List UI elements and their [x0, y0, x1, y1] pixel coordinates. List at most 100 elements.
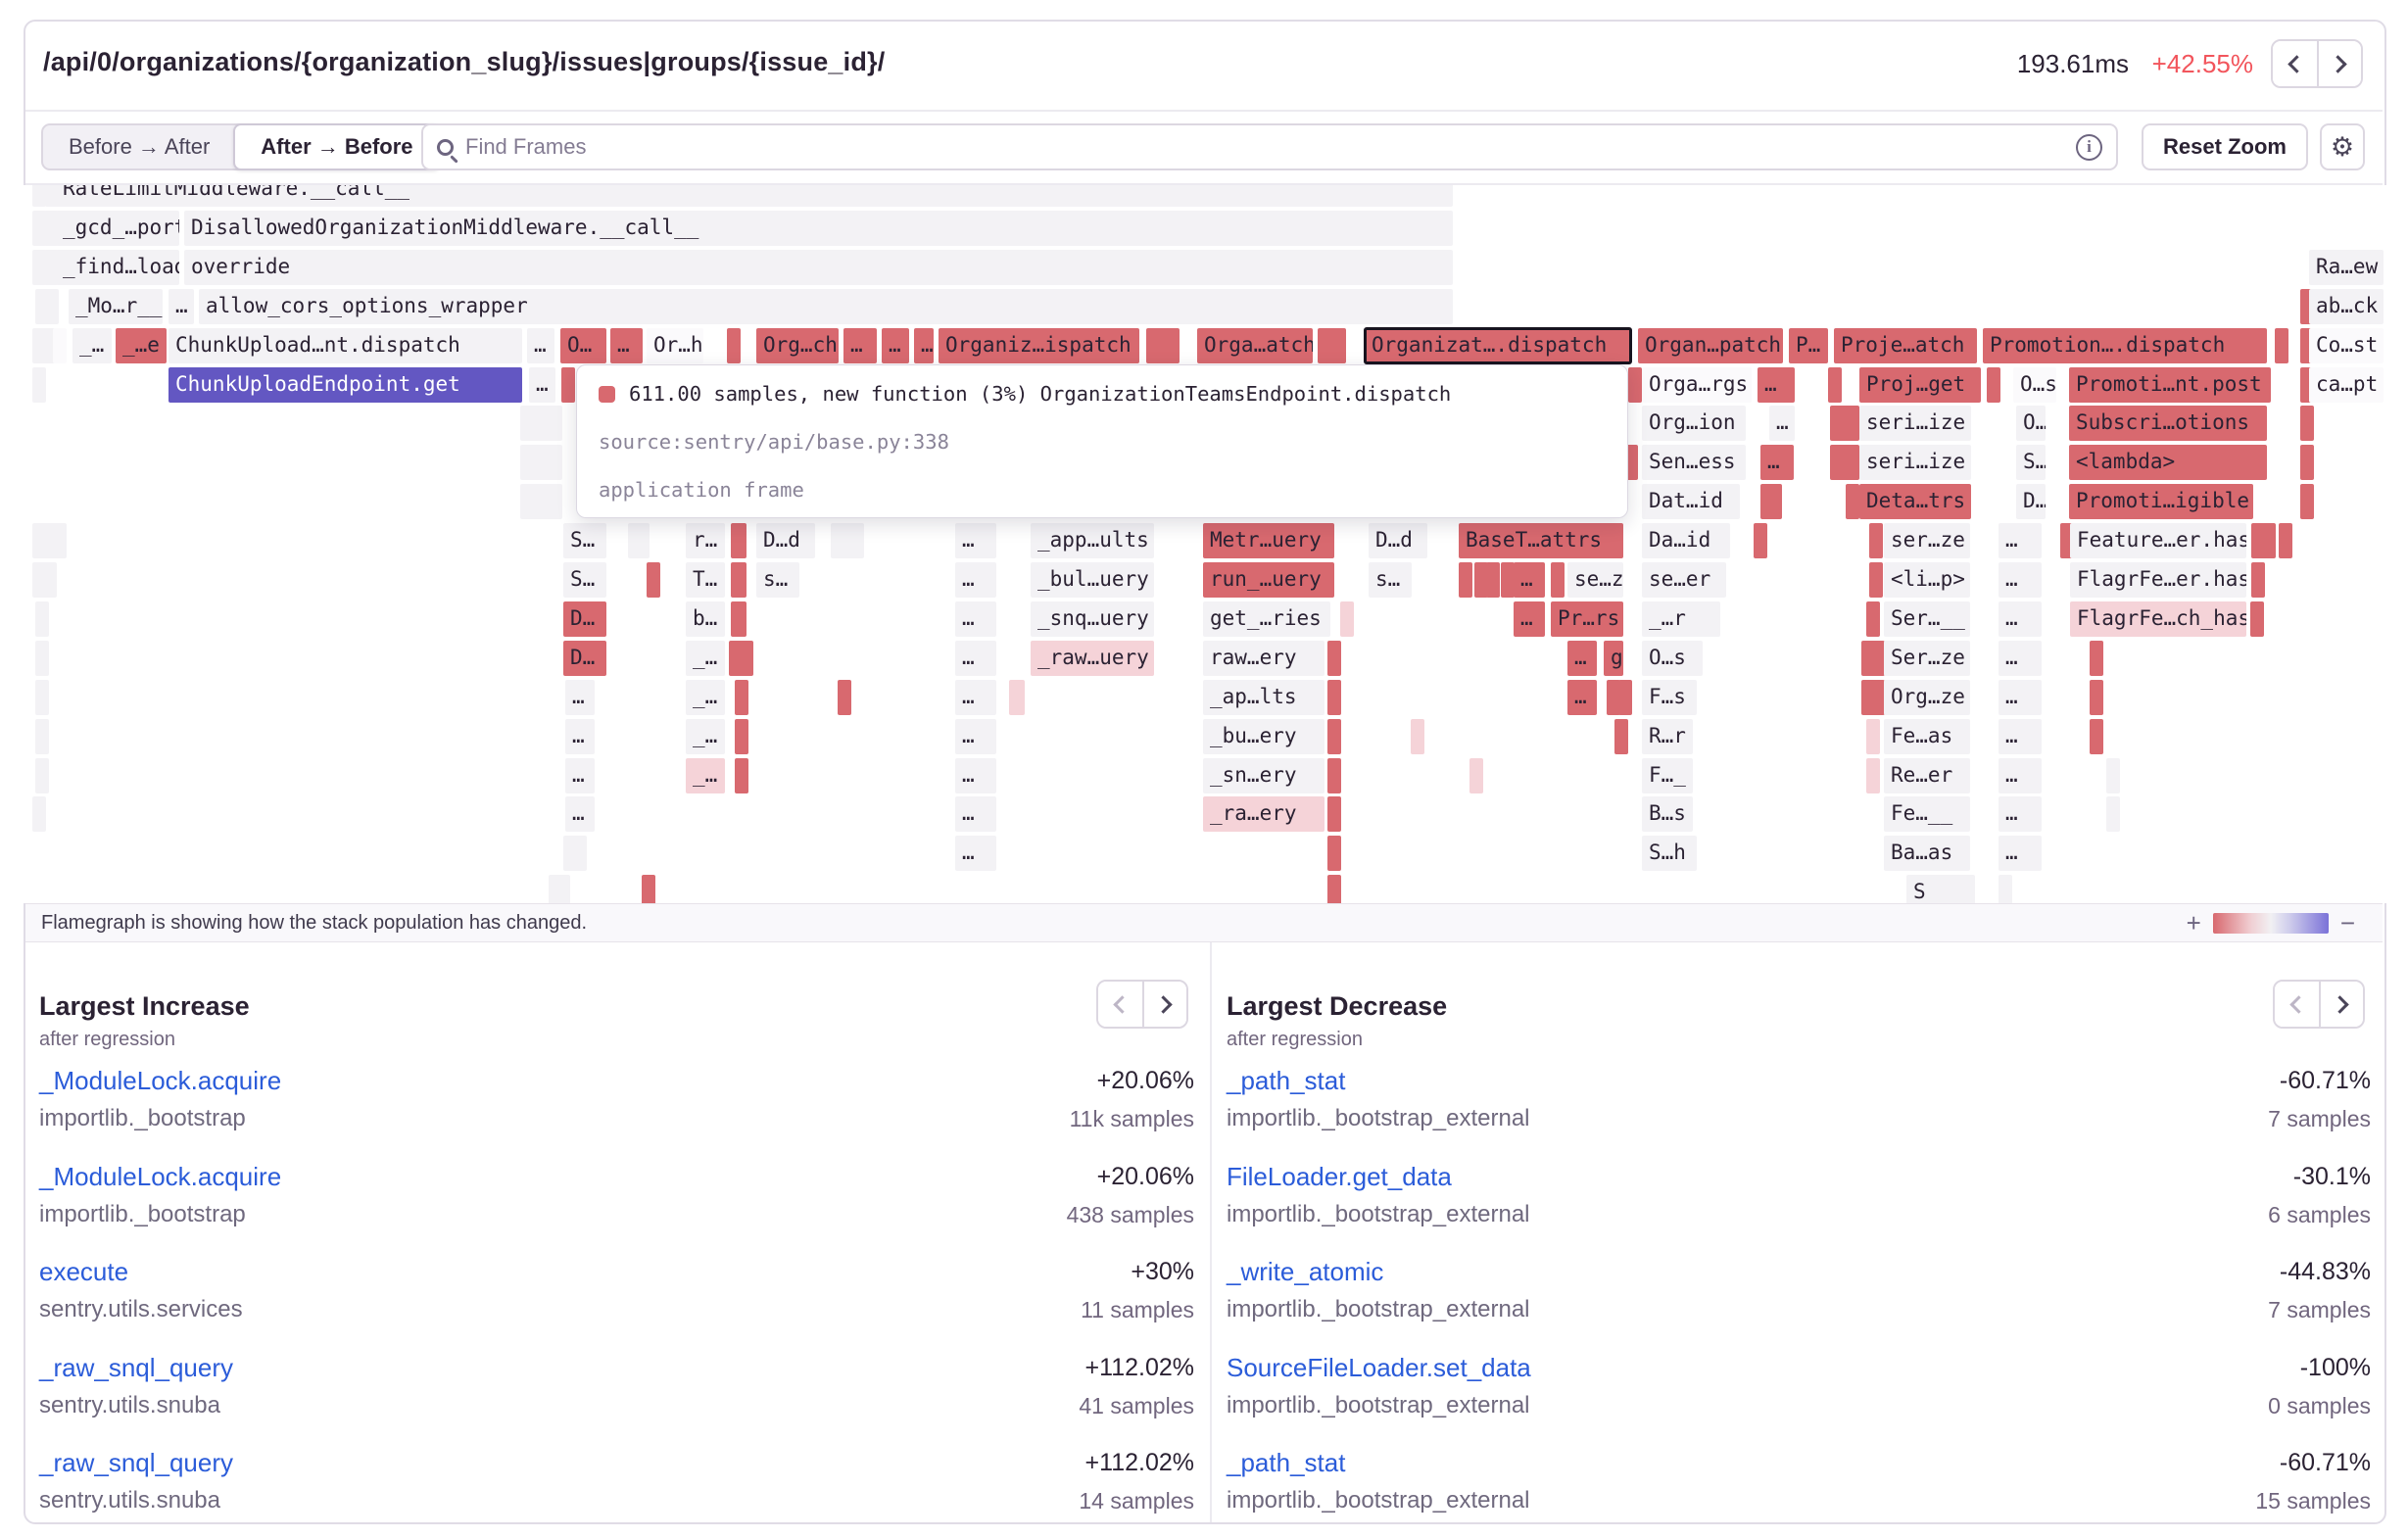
- flame-frame[interactable]: …: [1760, 445, 1794, 481]
- flame-frame[interactable]: [1551, 562, 1565, 598]
- search-input[interactable]: [465, 134, 2076, 160]
- flame-frame[interactable]: Promoti…nt.post: [2069, 366, 2271, 403]
- flame-frame[interactable]: [731, 523, 746, 559]
- flame-frame[interactable]: _app…ults: [1031, 523, 1154, 559]
- flame-frame[interactable]: [45, 185, 59, 207]
- flame-frame[interactable]: [2090, 679, 2103, 715]
- flame-frame[interactable]: [1474, 562, 1488, 598]
- flame-frame[interactable]: _…e: [116, 327, 167, 363]
- flame-frame[interactable]: seri…ize: [1859, 445, 1971, 481]
- flame-frame[interactable]: [2300, 445, 2314, 481]
- flame-frame[interactable]: [2275, 327, 2288, 363]
- flame-frame[interactable]: [1846, 406, 1859, 442]
- flame-frame[interactable]: Fe…__: [1884, 796, 1970, 833]
- flame-frame[interactable]: <li…p>: [1884, 562, 1970, 598]
- flame-frame[interactable]: …: [1999, 523, 2042, 559]
- flame-frame[interactable]: …: [955, 523, 996, 559]
- reset-zoom-button[interactable]: Reset Zoom: [2142, 123, 2308, 170]
- flame-frame[interactable]: R…r: [1642, 718, 1693, 754]
- flame-frame[interactable]: …: [565, 718, 595, 754]
- flame-frame[interactable]: ChunkUpload…nt.dispatch: [169, 327, 522, 363]
- flame-frame[interactable]: …: [1999, 640, 2042, 676]
- flame-frame[interactable]: DisallowedOrganizationMiddleware.__call_…: [184, 210, 1453, 246]
- flame-frame[interactable]: [32, 562, 46, 598]
- flame-frame[interactable]: [1866, 601, 1880, 637]
- flame-frame[interactable]: …: [1567, 640, 1597, 676]
- flame-frame[interactable]: [43, 562, 57, 598]
- flame-frame[interactable]: [1327, 875, 1341, 903]
- flame-frame[interactable]: …: [527, 327, 554, 363]
- function-link[interactable]: _path_stat: [1227, 1448, 1346, 1477]
- flame-frame[interactable]: [53, 523, 67, 559]
- flame-frame[interactable]: Deta…trs: [1859, 484, 1971, 520]
- flame-frame[interactable]: Organizat….dispatch: [1364, 326, 1632, 364]
- flame-frame[interactable]: se…er: [1642, 562, 1726, 598]
- flame-frame[interactable]: …: [955, 640, 996, 676]
- flame-frame[interactable]: FlagrFe…er.has: [2070, 562, 2246, 598]
- flame-frame[interactable]: s…: [1369, 562, 1412, 598]
- flame-frame[interactable]: …: [1999, 836, 2042, 872]
- flame-frame[interactable]: FlagrFe…ch_has: [2070, 601, 2246, 637]
- flame-frame[interactable]: [44, 210, 58, 246]
- flame-frame[interactable]: _raw…uery: [1031, 640, 1154, 676]
- flame-frame[interactable]: [1327, 640, 1341, 676]
- flame-frame[interactable]: S…: [563, 562, 606, 598]
- flame-frame[interactable]: _…: [72, 327, 112, 363]
- flame-frame[interactable]: [1987, 366, 2000, 403]
- flame-frame[interactable]: ser…ze: [1884, 523, 1970, 559]
- flame-frame[interactable]: Sen…ess: [1642, 445, 1746, 481]
- flame-frame[interactable]: _…: [686, 718, 725, 754]
- flame-frame[interactable]: [1846, 445, 1859, 481]
- flame-frame[interactable]: …: [565, 679, 595, 715]
- flame-frame[interactable]: S: [1906, 875, 1975, 903]
- flame-frame[interactable]: r…: [686, 523, 725, 559]
- flame-frame[interactable]: [547, 406, 562, 442]
- flame-frame[interactable]: [32, 366, 46, 403]
- flame-frame[interactable]: …: [1999, 601, 2042, 637]
- flame-frame[interactable]: [735, 757, 748, 793]
- flame-frame[interactable]: [2106, 796, 2120, 833]
- flame-frame[interactable]: …: [1999, 562, 2042, 598]
- flame-frame[interactable]: [32, 249, 46, 285]
- flame-frame[interactable]: [735, 718, 748, 754]
- function-link[interactable]: FileLoader.get_data: [1227, 1162, 1452, 1191]
- flame-frame[interactable]: [1327, 679, 1341, 715]
- flame-frame[interactable]: _sn…ery: [1203, 757, 1324, 793]
- function-link[interactable]: _ModuleLock.acquire: [39, 1066, 282, 1095]
- flame-frame[interactable]: [1866, 757, 1880, 793]
- flame-frame[interactable]: …: [955, 718, 996, 754]
- flame-frame[interactable]: Ba…as: [1884, 836, 1970, 872]
- flame-frame[interactable]: [35, 718, 49, 754]
- flame-frame[interactable]: …: [1999, 796, 2042, 833]
- flame-frame[interactable]: [44, 249, 58, 285]
- flame-frame[interactable]: …: [1514, 562, 1545, 598]
- flame-frame[interactable]: se…ze: [1567, 562, 1623, 598]
- flame-frame[interactable]: …: [1769, 406, 1795, 442]
- flame-frame[interactable]: _snq…uery: [1031, 601, 1154, 637]
- flame-frame[interactable]: [1607, 679, 1620, 715]
- flame-frame[interactable]: [1469, 757, 1483, 793]
- flame-frame[interactable]: [1754, 523, 1767, 559]
- flame-frame[interactable]: b…: [686, 601, 725, 637]
- flame-frame[interactable]: F…_: [1642, 757, 1693, 793]
- flame-frame[interactable]: _…: [686, 640, 725, 676]
- flame-frame[interactable]: RateLimitMiddleware.__call__: [56, 185, 1453, 207]
- flame-frame[interactable]: Org…ion: [1642, 406, 1746, 442]
- flame-frame[interactable]: Proje…atch: [1834, 327, 1977, 363]
- flame-frame[interactable]: get_…ries: [1203, 601, 1330, 637]
- function-link[interactable]: _write_atomic: [1227, 1257, 1384, 1286]
- flame-frame[interactable]: [636, 523, 650, 559]
- prev-button[interactable]: [1098, 982, 1142, 1027]
- flame-frame[interactable]: [2250, 601, 2264, 637]
- flame-frame[interactable]: Organ…patch: [1638, 327, 1783, 363]
- flame-frame[interactable]: B…s: [1642, 796, 1693, 833]
- flame-frame[interactable]: [1871, 679, 1885, 715]
- prev-button[interactable]: [2273, 41, 2317, 86]
- flame-frame[interactable]: D…: [563, 601, 606, 637]
- flame-frame[interactable]: …: [955, 836, 996, 872]
- flame-frame[interactable]: D…: [563, 640, 606, 676]
- flame-frame[interactable]: ChunkUploadEndpoint.get: [169, 366, 522, 403]
- flame-frame[interactable]: Promotion….dispatch: [1983, 327, 2267, 363]
- flame-frame[interactable]: O…: [2016, 406, 2046, 442]
- flame-frame[interactable]: [1828, 366, 1842, 403]
